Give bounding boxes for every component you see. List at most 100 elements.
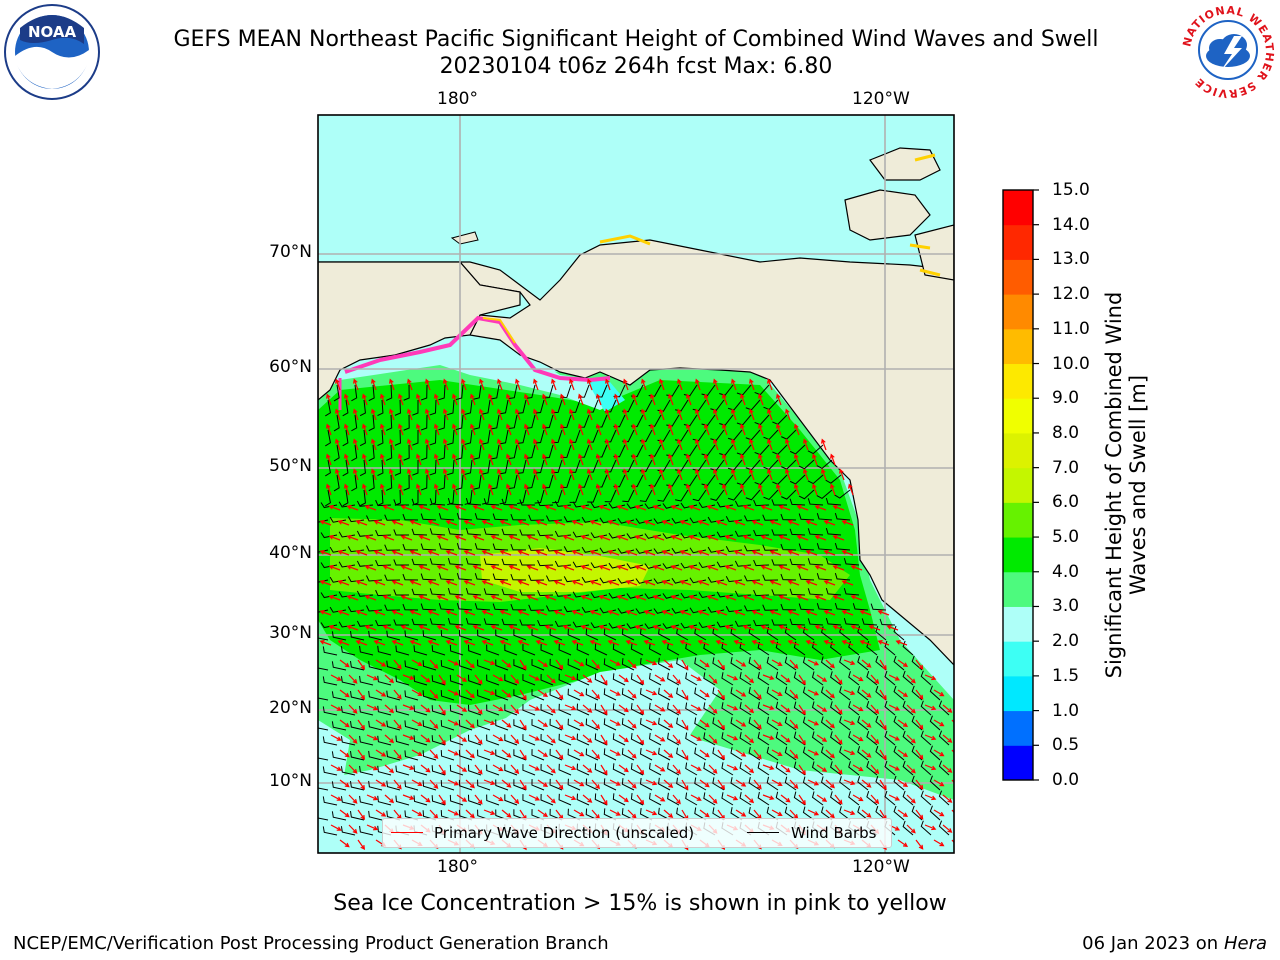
wave-arrow: [407, 438, 413, 451]
wave-arrow: [587, 408, 593, 421]
wave-arrow: [807, 719, 820, 726]
wind-barb: [745, 489, 761, 501]
colorbar-label: Significant Height of Combined Wind Wave…: [1102, 291, 1150, 679]
wind-barb: [359, 675, 374, 686]
wave-arrow: [339, 659, 350, 668]
wave-arrow: [355, 580, 368, 586]
wave-arrow: [580, 595, 593, 601]
wave-arrow: [681, 749, 689, 761]
wind-barb: [490, 414, 500, 430]
wave-arrow: [686, 483, 692, 496]
wind-barb: [712, 807, 725, 821]
wave-arrow: [760, 505, 773, 511]
wind-barb: [395, 765, 410, 776]
wind-barb: [745, 459, 761, 471]
wind-barb: [857, 806, 869, 821]
wave-arrow: [425, 468, 431, 481]
wave-arrow: [906, 764, 916, 774]
wave-arrow: [328, 505, 341, 511]
wind-barb: [719, 474, 734, 486]
wave-arrow: [834, 674, 843, 685]
wind-barb: [501, 498, 518, 506]
wave-arrow: [384, 674, 395, 684]
wind-barb: [772, 414, 788, 425]
wind-barb: [739, 792, 752, 806]
wind-barb: [727, 489, 743, 501]
wave-arrow: [573, 659, 585, 667]
wave-arrow: [501, 749, 512, 758]
wind-barb: [549, 718, 563, 731]
sea-ice-edge: [482, 317, 516, 344]
wave-arrow: [436, 535, 449, 541]
wave-arrow: [843, 779, 856, 786]
wind-barb: [440, 720, 455, 731]
wind-barb: [395, 675, 410, 686]
wind-barb: [483, 528, 500, 536]
wave-arrow: [933, 719, 945, 727]
wind-barb: [386, 720, 401, 731]
wave-arrow: [456, 674, 468, 682]
wind-barb: [683, 384, 698, 397]
wave-arrow: [481, 550, 494, 556]
wave-arrow: [389, 468, 395, 481]
wave-arrow: [850, 595, 863, 601]
wind-barb: [558, 643, 572, 656]
wave-arrow: [589, 640, 602, 646]
wave-arrow: [632, 393, 638, 406]
wind-barb: [866, 730, 878, 746]
wind-barb: [911, 655, 923, 671]
wave-arrow: [463, 550, 476, 556]
wave-arrow: [661, 520, 674, 526]
wind-barb: [325, 489, 331, 507]
wave-arrow: [895, 640, 908, 646]
wave-arrow: [416, 393, 422, 406]
wind-barb: [762, 604, 779, 611]
wave-arrow: [807, 749, 820, 756]
wave-arrow: [724, 535, 737, 541]
wave-arrow: [704, 453, 710, 466]
wind-barb: [712, 747, 725, 761]
wind-barb: [404, 690, 419, 701]
wind-barb: [762, 574, 779, 581]
wave-arrow: [942, 824, 953, 833]
wind-barb: [508, 444, 518, 460]
wind-barb: [902, 700, 914, 716]
wave-arrow: [546, 674, 556, 684]
wave-arrow: [544, 565, 557, 571]
wind-barb: [474, 603, 491, 611]
wave-arrow: [623, 378, 629, 391]
wind-barb: [710, 429, 725, 441]
wind-barb: [411, 558, 428, 566]
wave-arrow: [411, 809, 423, 816]
wave-arrow: [888, 794, 901, 801]
wind-barb: [621, 778, 635, 791]
wind-barb: [458, 719, 473, 731]
wave-arrow: [897, 719, 909, 728]
wave-arrow: [416, 423, 422, 436]
wind-barb: [807, 498, 824, 506]
wind-barb: [495, 749, 509, 761]
wind-barb: [766, 746, 779, 761]
wave-arrow: [375, 749, 387, 757]
wind-barb: [458, 779, 473, 791]
wind-barb: [692, 429, 707, 442]
wave-arrow: [580, 535, 593, 541]
wind-barb: [342, 399, 349, 417]
wave-arrow: [625, 550, 638, 556]
wind-barb: [473, 414, 482, 430]
wind-barb: [440, 750, 455, 761]
wave-arrow: [398, 483, 404, 496]
wind-barb: [384, 544, 401, 551]
wave-arrow: [915, 689, 924, 700]
wind-barb: [879, 618, 896, 626]
wind-barb: [368, 630, 383, 641]
wind-barb: [667, 732, 680, 746]
wave-arrow: [508, 625, 521, 631]
wave-arrow: [753, 779, 762, 790]
wind-barb: [482, 399, 491, 415]
wave-arrow: [573, 689, 585, 697]
wind-barb: [675, 399, 689, 412]
wave-arrow: [888, 734, 901, 741]
wave-arrow: [780, 794, 791, 803]
wave-arrow: [407, 468, 413, 481]
